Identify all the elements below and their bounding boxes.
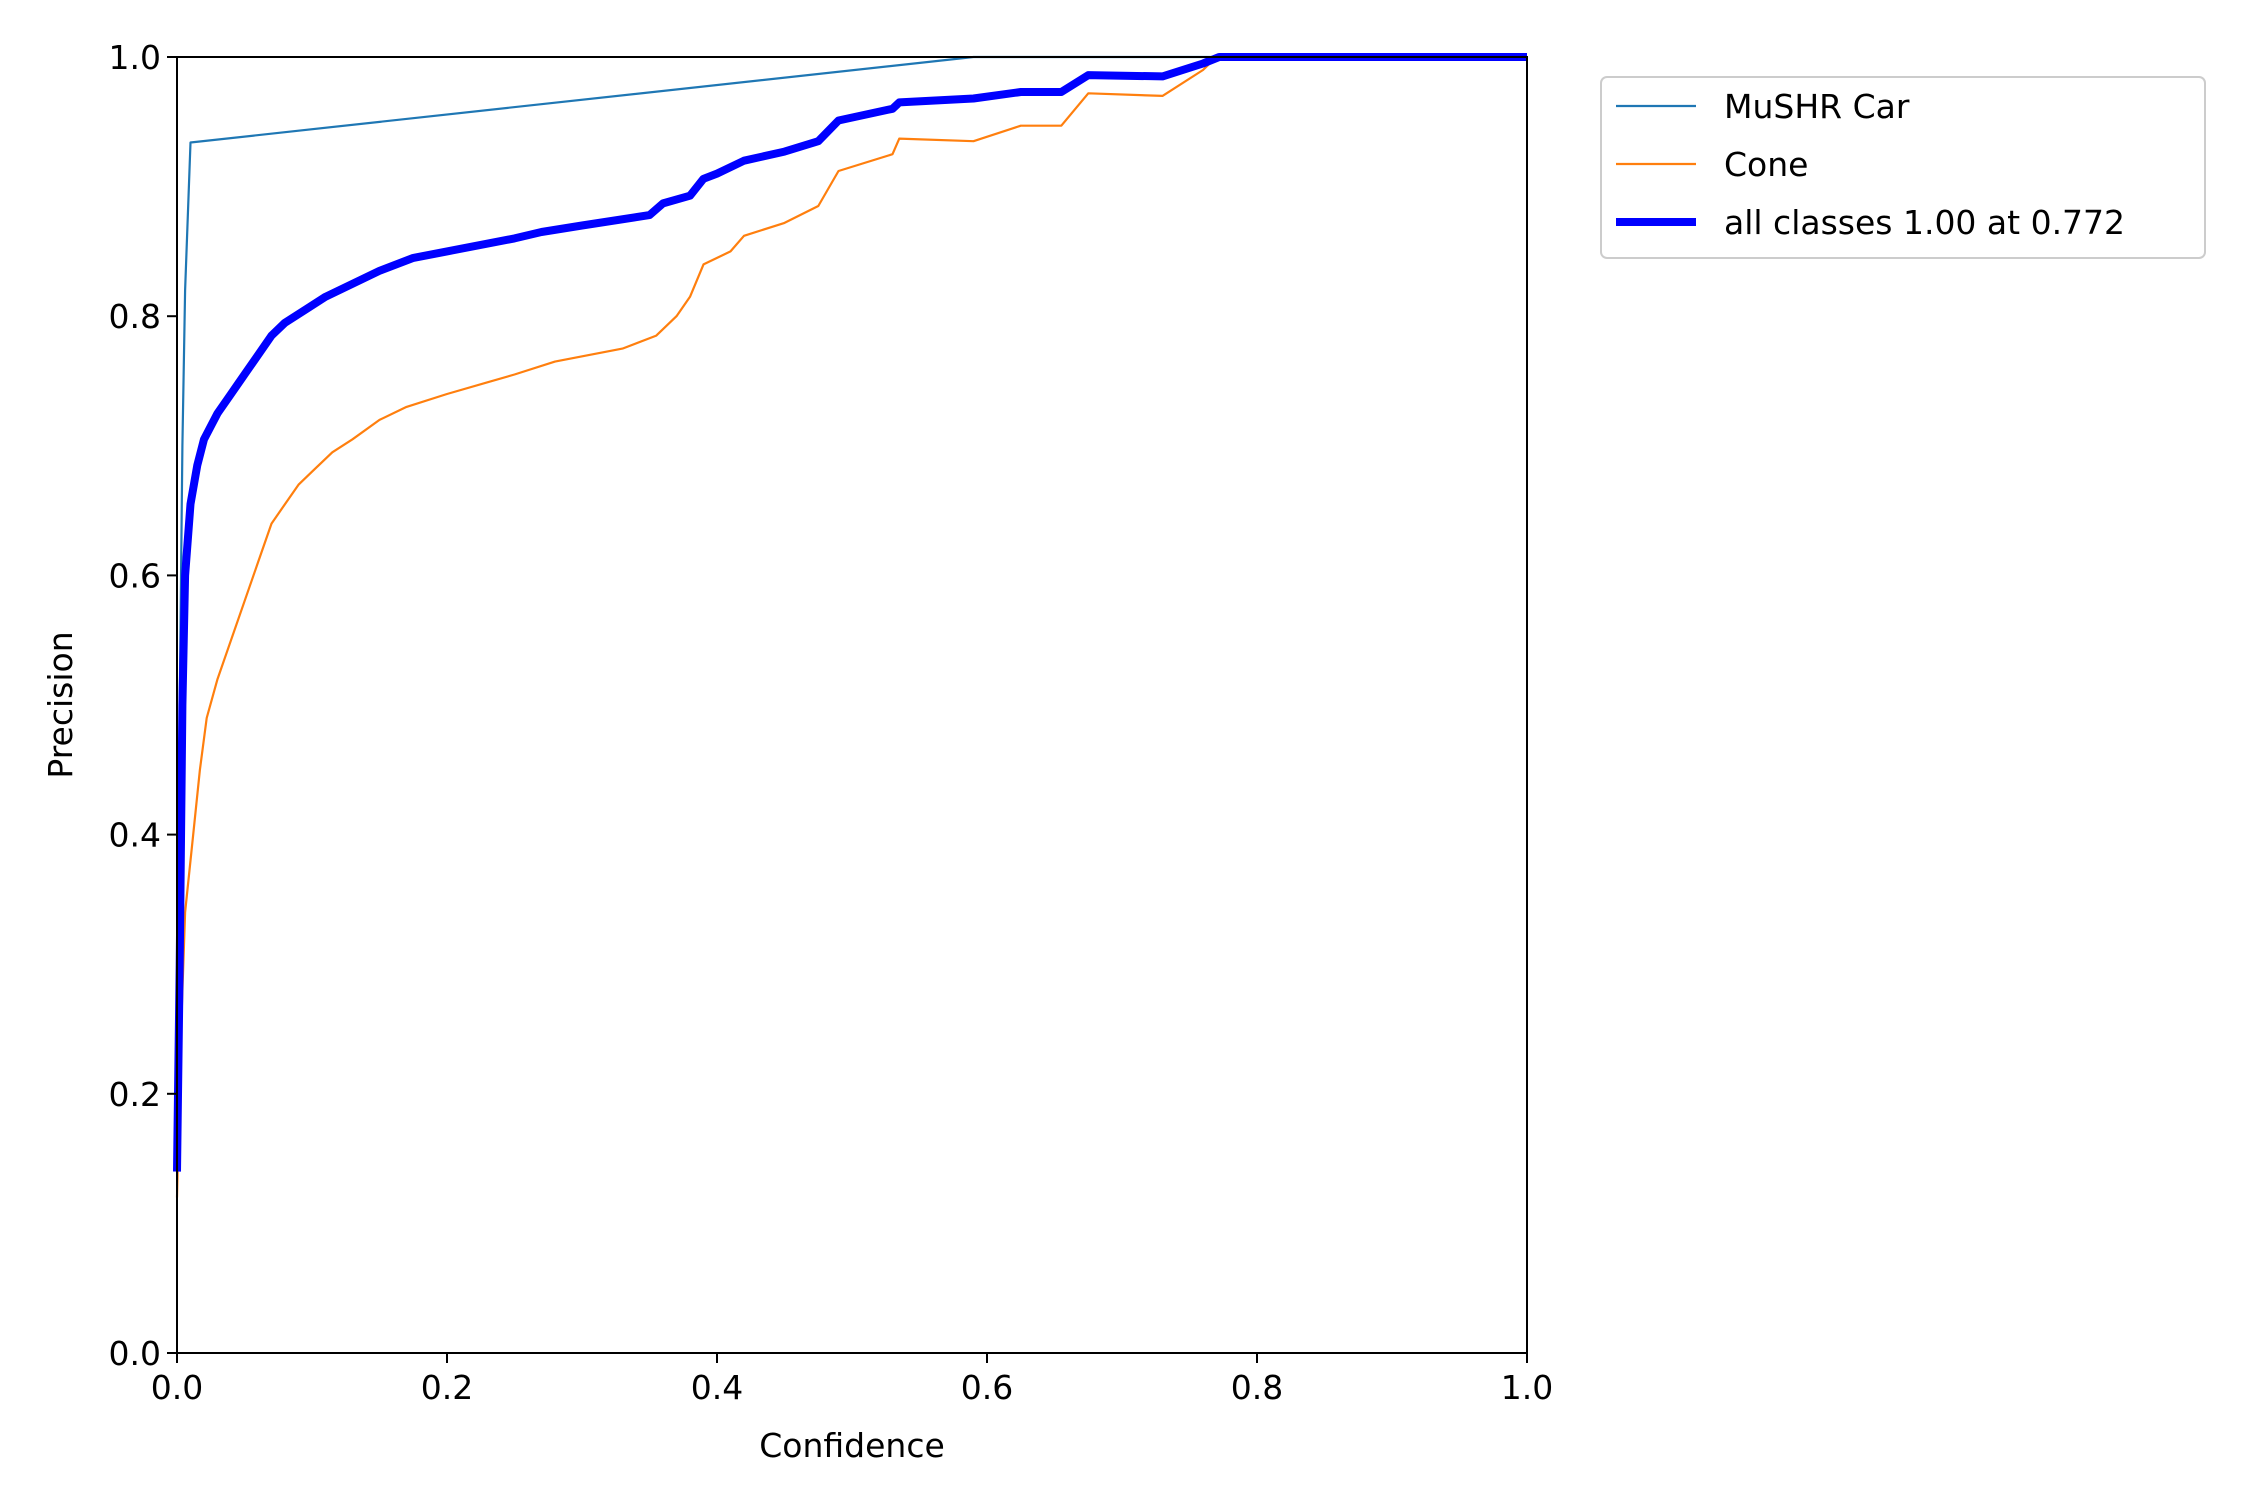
- y-tick-label: 0.2: [109, 1075, 161, 1114]
- legend-frame: [1600, 76, 2206, 259]
- y-tick-label: 0.6: [109, 556, 161, 595]
- y-axis-label: Precision: [41, 631, 80, 778]
- plot-frame: [176, 56, 1528, 1354]
- x-tick-label: 0.0: [151, 1368, 203, 1407]
- y-tick-label: 0.4: [109, 816, 161, 855]
- x-axis: 0.0 0.2 0.4 0.6 0.8 1.0: [151, 1353, 1553, 1407]
- x-tick-label: 0.4: [691, 1368, 743, 1407]
- x-tick-label: 0.8: [1231, 1368, 1283, 1407]
- legend-label: Cone: [1724, 145, 1808, 184]
- y-axis: 0.0 0.2 0.4 0.6 0.8 1.0: [109, 38, 177, 1373]
- x-tick-label: 1.0: [1501, 1368, 1553, 1407]
- y-tick-label: 1.0: [109, 38, 161, 77]
- y-tick-label: 0.0: [109, 1334, 161, 1373]
- legend: MuSHR Car Cone all classes 1.00 at 0.772: [1600, 76, 2206, 259]
- x-axis-label: Confidence: [759, 1426, 945, 1465]
- series-line-2: [175, 55, 1527, 1198]
- x-tick-label: 0.6: [961, 1368, 1013, 1407]
- y-tick-label: 0.8: [109, 297, 161, 336]
- legend-label: MuSHR Car: [1724, 87, 1910, 126]
- legend-label: all classes 1.00 at 0.772: [1724, 203, 2125, 242]
- series-line-3: [173, 53, 1527, 1172]
- x-tick-label: 0.2: [421, 1368, 473, 1407]
